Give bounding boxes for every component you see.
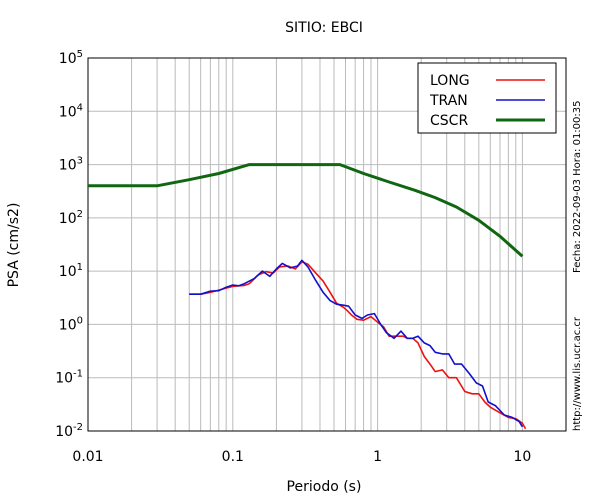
legend: LONG TRAN CSCR [417,62,557,134]
y-tick-label: 10-1 [55,369,83,387]
y-tick-label: 102 [59,209,83,227]
chart-title: SITIO: EBCI [285,20,363,36]
x-tick-label: 1 [373,449,382,465]
axis-ticks: 0.01 0.1 1 10 10-2 10-1 100 101 102 103 104 105 [55,49,531,465]
legend-label-cscr: CSCR [430,113,468,129]
legend-label-tran: TRAN [429,93,468,109]
y-tick-label: 10-2 [55,422,83,440]
website-label: http://www.lis.ucr.ac.cr [572,316,583,431]
series-line-cscr [88,163,524,258]
y-tick-label: 100 [59,315,83,333]
x-tick-label: 0.01 [72,449,103,465]
y-tick-label: 105 [59,49,83,67]
x-tick-label: 10 [513,449,531,465]
y-tick-label: 104 [59,102,83,120]
plot-frame [87,57,567,432]
x-tick-label: 0.1 [222,449,244,465]
series-line-long [189,261,527,430]
y-tick-label: 101 [59,262,83,280]
y-tick-label: 103 [59,156,83,174]
x-axis-label: Periodo (s) [287,479,362,495]
y-axis-label: PSA (cm/s2) [6,203,22,288]
series-lines [88,163,527,430]
series-line-tran [189,259,524,428]
timestamp-label: Fecha: 2022-09-03 Hora: 01:00:35 [572,101,583,274]
legend-label-long: LONG [430,73,470,89]
